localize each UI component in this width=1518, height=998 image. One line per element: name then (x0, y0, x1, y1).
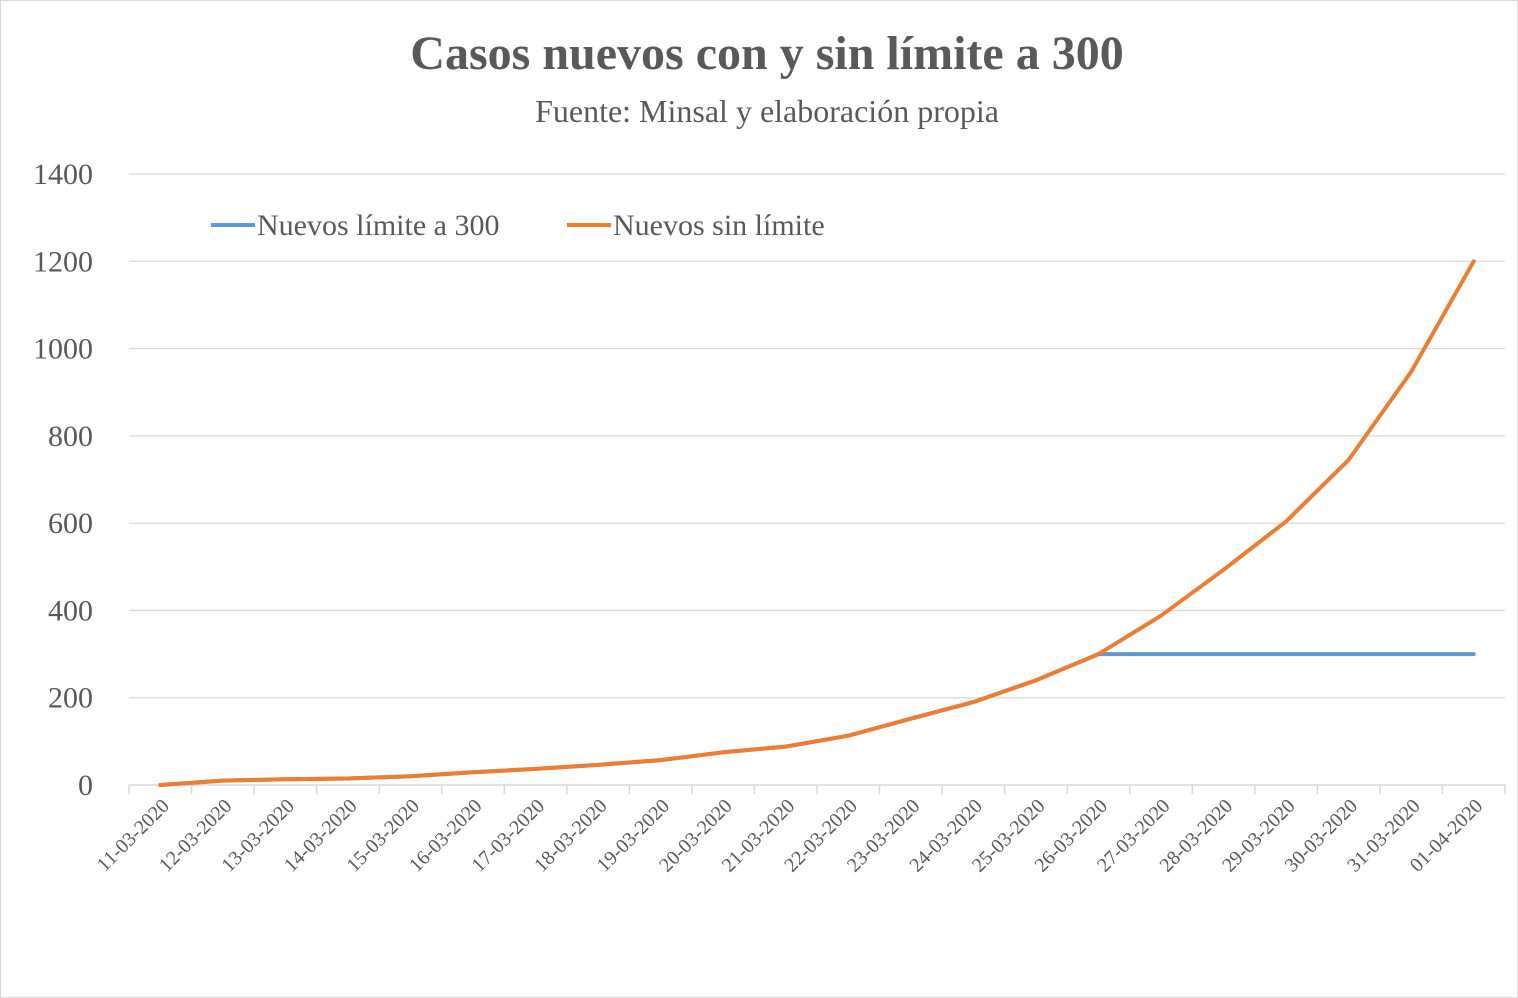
y-tick-label: 0 (78, 769, 93, 802)
y-tick-label: 1200 (33, 245, 93, 278)
y-tick-label: 600 (48, 507, 93, 540)
chart-title: Casos nuevos con y sin límite a 300 (410, 27, 1123, 80)
legend-label: Nuevos sin límite (613, 209, 825, 242)
y-tick-label: 1000 (33, 333, 93, 366)
y-tick-label: 400 (48, 594, 93, 627)
y-axis-ticks: 0 200 400 600 800 1000 1200 1400 (33, 158, 93, 802)
series-line-1 (158, 652, 1476, 787)
x-axis-ticks: 11-03-202012-03-202013-03-202014-03-2020… (93, 785, 1506, 877)
y-tick-label: 1400 (33, 158, 93, 191)
series-lines (158, 259, 1476, 787)
series-line-2 (158, 259, 1476, 787)
gridlines (129, 173, 1505, 786)
y-tick-label: 800 (48, 420, 93, 453)
chart-subtitle: Fuente: Minsal y elaboración propia (535, 93, 999, 129)
legend: Nuevos límite a 300 Nuevos sin límite (211, 209, 825, 242)
legend-label: Nuevos límite a 300 (257, 209, 499, 242)
y-tick-label: 200 (48, 682, 93, 715)
